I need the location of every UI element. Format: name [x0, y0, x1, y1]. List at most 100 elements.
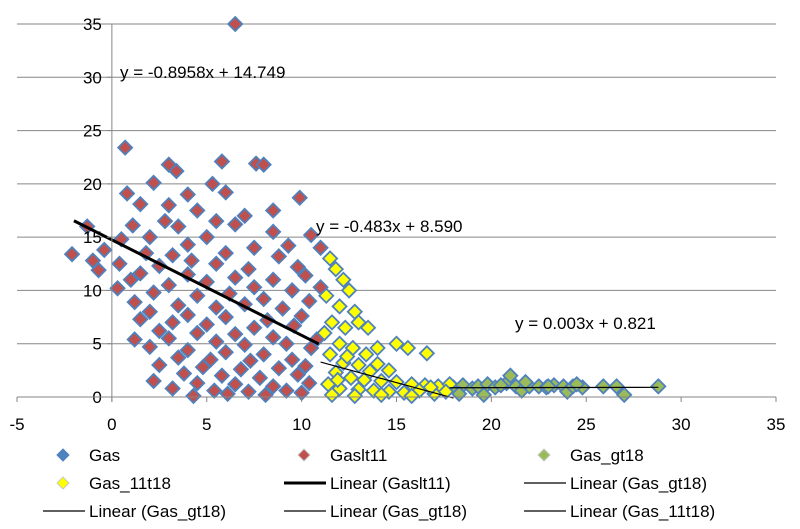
- data-point: [207, 212, 225, 230]
- data-point: [291, 189, 309, 206]
- data-point: [318, 287, 335, 305]
- data-point: [164, 314, 181, 331]
- data-point: [188, 287, 206, 305]
- x-tick-label: 35: [767, 415, 786, 434]
- y-tick-label: 35: [83, 15, 102, 34]
- data-point: [595, 378, 612, 395]
- data-point: [331, 298, 348, 315]
- legend-label: Linear (Gas_gt18): [89, 502, 226, 521]
- data-point: [255, 156, 272, 173]
- data-point: [111, 255, 128, 273]
- legend-marker-icon: [56, 476, 70, 490]
- data-point: [240, 383, 257, 400]
- legend-item-linear-gaslt11: Linear (Gaslt11): [330, 474, 451, 493]
- data-point: [255, 290, 272, 308]
- data-point: [388, 335, 405, 352]
- data-point: [226, 216, 244, 233]
- data-point: [264, 271, 282, 289]
- data-point: [297, 267, 314, 284]
- data-point: [213, 367, 231, 384]
- data-point: [264, 223, 282, 241]
- data-point: [316, 324, 333, 342]
- data-point: [151, 322, 168, 340]
- data-point: [168, 162, 185, 180]
- legend-item-linear-gas-gt18-3: Linear (Gas_gt18): [330, 502, 467, 521]
- data-point: [188, 324, 206, 342]
- data-point: [331, 335, 348, 352]
- data-point: [357, 346, 375, 363]
- data-point: [251, 369, 269, 387]
- trendline-equations: y = -0.8958x + 14.749 y = -0.483x + 8.59…: [120, 63, 656, 333]
- data-point: [336, 319, 354, 337]
- y-tick-label: 10: [83, 281, 102, 300]
- data-point: [338, 348, 356, 365]
- data-point: [300, 292, 318, 310]
- data-point: [145, 372, 162, 390]
- equation-gas-11t18: y = -0.483x + 8.590: [316, 217, 463, 236]
- y-tick-label: 20: [83, 175, 102, 194]
- data-point: [278, 382, 295, 399]
- data-point: [323, 314, 341, 331]
- data-point: [198, 316, 216, 333]
- legend-label: Linear (Gas_11t18): [570, 502, 715, 521]
- data-point: [321, 346, 339, 363]
- data-point: [232, 361, 250, 378]
- data-point: [293, 307, 310, 325]
- data-point: [179, 236, 197, 253]
- y-tick-label: 25: [83, 122, 102, 141]
- data-point: [226, 15, 244, 33]
- data-point: [207, 333, 225, 350]
- data-point: [340, 282, 358, 299]
- data-point: [342, 369, 360, 387]
- data-point: [126, 293, 143, 311]
- data-point: [188, 374, 206, 392]
- data-point: [278, 335, 295, 352]
- y-tick-label: 15: [83, 228, 102, 247]
- data-point: [170, 218, 187, 235]
- legend-marker-icon: [56, 448, 70, 462]
- data-point: [194, 358, 212, 376]
- legend-item-linear-gas-gt18-2: Linear (Gas_gt18): [89, 502, 226, 521]
- data-point: [283, 282, 301, 299]
- data-point: [492, 377, 510, 394]
- data-point: [132, 265, 149, 282]
- data-point: [96, 241, 113, 259]
- legend-item-linear-gas-11t18: Linear (Gas_11t18): [570, 502, 715, 521]
- legend-label: Linear (Gas_gt18): [570, 474, 707, 493]
- data-point: [369, 339, 386, 357]
- data-point: [236, 336, 253, 354]
- data-point: [302, 226, 320, 244]
- data-point: [226, 269, 244, 286]
- data-point: [335, 271, 352, 289]
- x-tick-label: 20: [482, 415, 501, 434]
- data-point: [373, 386, 390, 404]
- data-point: [141, 338, 159, 356]
- data-point: [245, 319, 263, 337]
- data-point: [312, 239, 329, 257]
- data-point: [179, 306, 197, 324]
- data-point: [359, 319, 377, 337]
- data-point: [160, 196, 178, 214]
- data-point: [257, 386, 274, 404]
- data-point: [63, 245, 81, 263]
- x-tick-label: 15: [387, 415, 406, 434]
- data-point: [270, 359, 288, 377]
- data-point: [188, 202, 206, 219]
- data-point: [213, 153, 231, 170]
- legend-item-gaslt11: Gaslt11: [330, 446, 387, 465]
- data-point: [207, 299, 225, 316]
- trendlines: [73, 219, 659, 399]
- data-point: [502, 367, 519, 384]
- x-tick-label: 10: [292, 415, 311, 434]
- data-point: [264, 202, 282, 219]
- data-point: [160, 330, 178, 347]
- data-point: [185, 387, 202, 405]
- equation-gaslt11: y = -0.8958x + 14.749: [120, 63, 285, 82]
- data-point: [122, 271, 140, 289]
- data-point: [517, 373, 534, 391]
- data-point: [206, 382, 223, 399]
- data-point: [170, 297, 187, 314]
- legend-label: Linear (Gas_gt18): [330, 502, 467, 521]
- data-point: [207, 255, 225, 273]
